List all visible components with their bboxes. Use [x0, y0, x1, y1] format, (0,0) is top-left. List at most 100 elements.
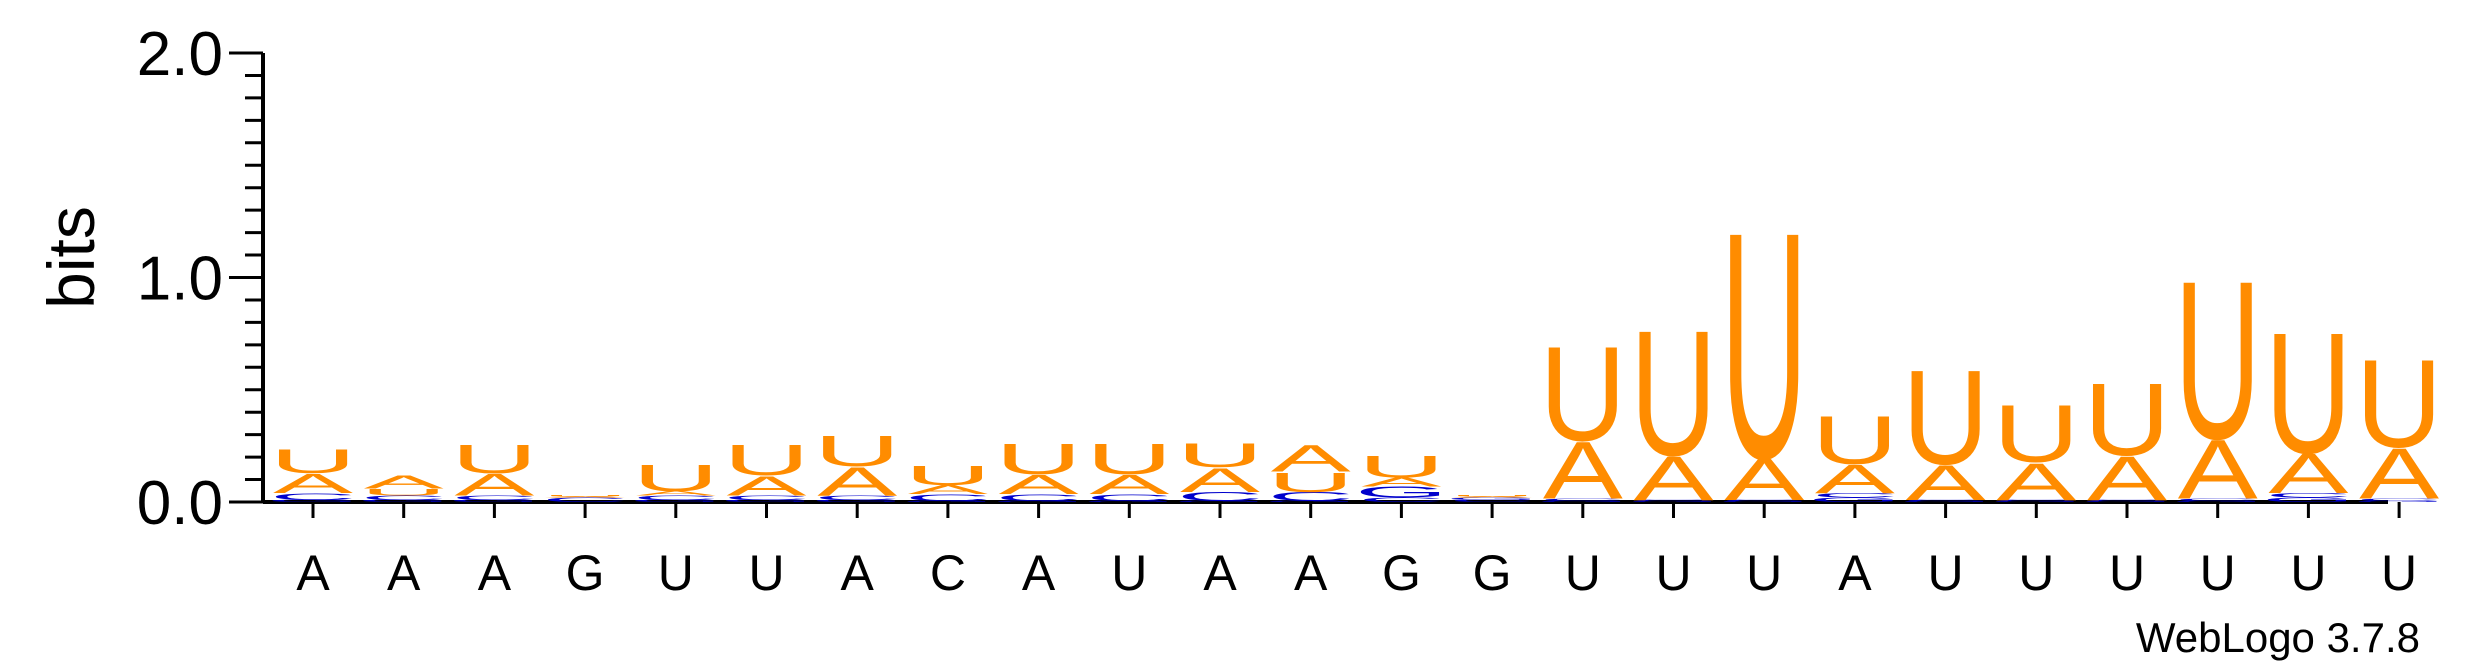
logo-letter-A: A [2268, 442, 2349, 505]
y-axis-label: bits [34, 206, 108, 309]
y-ticks: 0.0 1.0 2.0 [137, 20, 263, 538]
logo-letter-G: G [2080, 501, 2173, 503]
x-tick-label: G [1382, 545, 1421, 601]
logo-letter-G: G [2262, 496, 2355, 503]
x-tick-label: A [296, 545, 330, 601]
logo-letter-U: U [1358, 449, 1445, 484]
y-tick-label: 1.0 [137, 245, 223, 314]
x-tick-label: U [1928, 545, 1964, 601]
letter-stacks: GCAUGCUAGCAUCAUGCAUGCAUGCAUGCAUGCAUGCAUG… [266, 164, 2445, 526]
logo-letter-G: G [1083, 501, 1176, 503]
x-tick-label: U [2018, 545, 2054, 601]
logo-letter-C: C [1177, 490, 1264, 504]
logo-letter-A: A [1180, 461, 1260, 500]
x-tick-label: C [930, 545, 966, 601]
x-tick-label: U [1746, 545, 1782, 601]
logo-letter-C: C [1358, 496, 1445, 503]
logo-letter-U: U [1177, 436, 1264, 475]
logo-letter-G: G [720, 499, 813, 503]
logo-letter-U: U [814, 427, 901, 476]
logo-letter-A: A [908, 483, 988, 497]
x-tick-label: A [841, 545, 875, 601]
logo-letter-C: C [451, 494, 538, 501]
x-tick-label: A [1838, 545, 1872, 601]
logo-letter-A: A [1271, 438, 1352, 480]
logo-letter-G: G [1718, 501, 1811, 503]
x-tick-label: G [566, 545, 605, 601]
logo-letter-A: A [817, 458, 897, 504]
logo-letter-G: G [2171, 501, 2264, 503]
logo-letter-U: U [1449, 495, 1536, 497]
logo-letter-A: A [2178, 422, 2259, 517]
logo-letter-U: U [2356, 335, 2443, 475]
x-tick-label: U [2200, 545, 2236, 601]
logo-letter-G: G [629, 499, 722, 503]
logo-letter-G: G [992, 501, 1085, 503]
logo-letter-A: A [1996, 452, 2076, 512]
logo-letter-C: C [1449, 499, 1536, 503]
logo-letter-G: G [811, 499, 904, 503]
logo-letter-U: U [995, 435, 1082, 484]
logo-letter-U: U [2265, 298, 2352, 490]
logo-letter-U: U [723, 436, 810, 485]
logo-letter-C: C [1630, 499, 1717, 501]
logo-letter-G: G [901, 501, 994, 503]
logo-letter-A: A [1452, 496, 1533, 498]
logo-letter-U: U [1721, 164, 1808, 526]
weblogo-credit: WebLogo 3.7.8 [2136, 614, 2420, 661]
x-tick-label: U [2381, 545, 2417, 601]
logo-letter-U: U [451, 436, 538, 482]
x-tick-label: A [387, 545, 421, 601]
logo-letter-C: C [542, 496, 629, 503]
logo-letter-C: C [2084, 499, 2171, 501]
x-tick-label: G [1473, 545, 1512, 601]
logo-letter-C: C [723, 494, 810, 501]
logo-letter-C: C [1993, 499, 2080, 501]
logo-letter-A: A [1361, 475, 1441, 489]
logo-letter-A: A [1906, 455, 1987, 511]
logo-letter-U: U [1630, 294, 1717, 494]
logo-letter-U: U [2084, 362, 2171, 477]
logo-letter-A: A [2359, 433, 2439, 514]
logo-letter-G: G [448, 499, 541, 503]
logo-letter-A: A [1634, 443, 1714, 513]
logo-letter-C: C [2356, 498, 2443, 502]
logo-letter-G: G [1627, 501, 1720, 503]
x-tick-label: A [1022, 545, 1056, 601]
x-tick-label: U [2290, 545, 2326, 601]
logo-letter-A: A [1815, 456, 1895, 502]
logo-letter-C: C [995, 492, 1082, 503]
logo-letter-U: U [1539, 319, 1626, 470]
logo-letter-U: U [542, 495, 629, 497]
logo-letter-C: C [360, 494, 447, 501]
x-tick-label: A [1294, 545, 1328, 601]
y-tick-label: 0.0 [137, 469, 223, 538]
logo-letter-U: U [1902, 342, 1989, 493]
x-tick-label: U [1655, 545, 1691, 601]
logo-letter-G: G [357, 499, 450, 503]
x-tick-label: U [1111, 545, 1147, 601]
logo-letter-A: A [999, 469, 1079, 500]
logo-letter-C: C [905, 492, 992, 503]
x-tick-label: U [748, 545, 784, 601]
logo-letter-A: A [636, 490, 717, 497]
logo-letter-U: U [1086, 435, 1173, 484]
logo-letter-A: A [1724, 446, 1804, 513]
logo-letter-A: A [2087, 443, 2167, 513]
logo-letter-C: C [814, 494, 901, 501]
logo-letter-C: C [1812, 492, 1899, 499]
logo-letter-U: U [360, 487, 447, 498]
logo-letter-C: C [632, 494, 719, 501]
logo-letter-C: C [1539, 498, 1626, 502]
logo-letter-U: U [905, 460, 992, 491]
logo-letter-U: U [1812, 401, 1899, 479]
logo-letter-U: U [2174, 234, 2261, 486]
logo-letter-C: C [1267, 490, 1354, 504]
logo-letter-G: G [1899, 501, 1992, 503]
logo-letter-G: G [1173, 501, 1266, 503]
logo-letter-A: A [1089, 469, 1169, 500]
logo-letter-G: G [1264, 501, 1357, 503]
x-tick-label: A [478, 545, 512, 601]
logo-letter-C: C [270, 491, 357, 502]
